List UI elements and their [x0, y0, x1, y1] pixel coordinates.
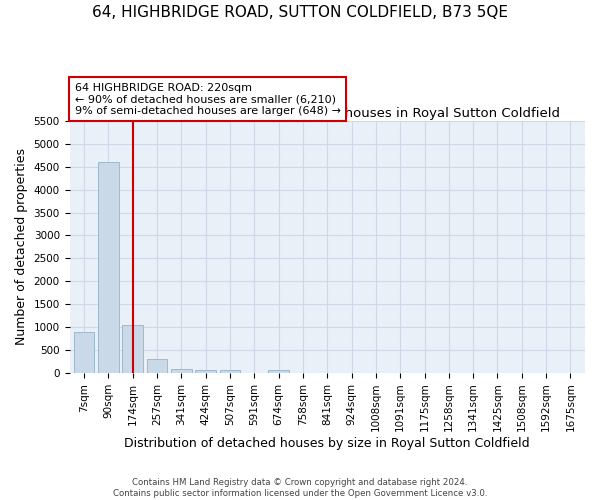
- Bar: [122, 325, 143, 373]
- Title: Size of property relative to detached houses in Royal Sutton Coldfield: Size of property relative to detached ho…: [95, 106, 560, 120]
- Text: Contains HM Land Registry data © Crown copyright and database right 2024.
Contai: Contains HM Land Registry data © Crown c…: [113, 478, 487, 498]
- Bar: [196, 370, 216, 373]
- Bar: [98, 162, 119, 373]
- Bar: [171, 369, 192, 373]
- Bar: [220, 370, 241, 373]
- Bar: [268, 370, 289, 373]
- Bar: [147, 359, 167, 373]
- X-axis label: Distribution of detached houses by size in Royal Sutton Coldfield: Distribution of detached houses by size …: [124, 437, 530, 450]
- Text: 64 HIGHBRIDGE ROAD: 220sqm
← 90% of detached houses are smaller (6,210)
9% of se: 64 HIGHBRIDGE ROAD: 220sqm ← 90% of deta…: [74, 82, 341, 116]
- Bar: [74, 332, 94, 373]
- Y-axis label: Number of detached properties: Number of detached properties: [15, 148, 28, 346]
- Text: 64, HIGHBRIDGE ROAD, SUTTON COLDFIELD, B73 5QE: 64, HIGHBRIDGE ROAD, SUTTON COLDFIELD, B…: [92, 5, 508, 20]
